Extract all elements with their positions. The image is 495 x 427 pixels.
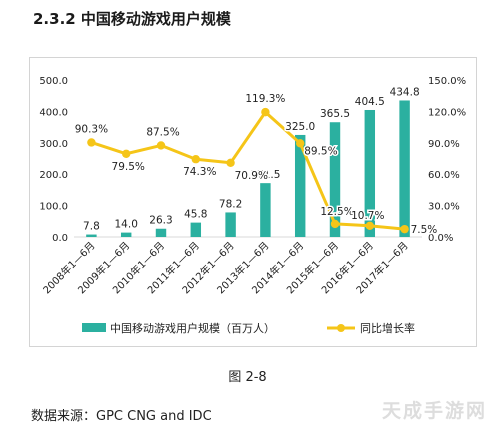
bar-value-label: 26.3 [149, 215, 172, 227]
legend: 中国移动游戏用户规模（百万人） 同比增长率 [82, 321, 415, 335]
growth-rate-label: 10.7% [351, 210, 384, 222]
section-heading: 2.3.2 中国移动游戏用户规模 [33, 10, 231, 28]
user-scale-chart: 0.0 100.0 200.0 300.0 400.0 500.0 0.0% 30.0% 60.… [39, 76, 466, 335]
y-tick-label: 0.0 [52, 233, 68, 244]
y2-tick-label: 0.0% [428, 233, 453, 244]
chart-frame: 0.0 100.0 200.0 300.0 400.0 500.0 0.0% 30.0% 60.… [29, 57, 477, 347]
growth-point [400, 224, 409, 234]
legend-label-line: 同比增长率 [360, 321, 415, 335]
y-tick-label: 400.0 [39, 107, 68, 118]
bar-value-label: 14.0 [115, 219, 138, 231]
growth-point [156, 141, 166, 150]
growth-point [87, 138, 96, 147]
y-tick-label: 500.0 [39, 76, 68, 87]
bar-value-label: 434.8 [390, 86, 420, 98]
bar [260, 183, 271, 237]
growth-rate-label: 119.3% [245, 93, 285, 105]
bar [190, 222, 202, 237]
y2-tick-label: 30.0% [428, 202, 460, 213]
growth-rate-label: 90.3% [75, 123, 108, 135]
bar-value-label: 7.8 [83, 221, 100, 233]
bar [329, 122, 341, 237]
bar [225, 212, 236, 237]
bar-series [86, 100, 410, 237]
growth-rate-label: 70.9% [235, 170, 268, 182]
bar [120, 232, 132, 237]
growth-point [261, 107, 270, 117]
figure-caption: 图 2-8 [228, 370, 267, 385]
growth-point [191, 155, 200, 164]
source-note: 数据来源：GPC CNG and IDC [31, 409, 212, 424]
bar [294, 134, 306, 237]
growth-rate-label: 79.5% [112, 161, 145, 173]
y-tick-label: 300.0 [39, 139, 68, 150]
growth-rate-label: 87.5% [146, 126, 179, 138]
bar-value-label: 365.5 [320, 108, 350, 120]
growth-rate-label: 7.5% [411, 224, 438, 236]
bar-value-label: 325.0 [285, 121, 315, 133]
growth-rate-label: 12.5% [320, 206, 353, 218]
bar [86, 234, 97, 237]
legend-label-bar: 中国移动游戏用户规模（百万人） [110, 321, 275, 335]
bar-value-label: 78.2 [219, 198, 242, 210]
growth-point [296, 139, 305, 148]
bar-value-label: 404.5 [355, 96, 385, 108]
y-tick-label: 100.0 [39, 202, 68, 213]
bar-value-label: 171.5 [250, 169, 280, 181]
bar-value-label: 45.8 [184, 209, 207, 221]
watermark: 天成手游网 [381, 400, 487, 422]
y2-tick-label: 90.0% [428, 139, 460, 150]
y2-tick-label: 120.0% [428, 107, 466, 118]
bar [399, 100, 410, 237]
y2-tick-label: 150.0% [428, 76, 466, 87]
bar [155, 228, 167, 237]
growth-line [90, 110, 405, 231]
growth-point [365, 221, 374, 231]
y2-tick-label: 60.0% [428, 170, 460, 181]
bar [364, 109, 376, 237]
growth-point [122, 149, 131, 158]
growth-rate-label: 74.3% [183, 166, 216, 178]
growth-point [226, 158, 235, 167]
data-labels: 7.8 14.0 26.3 45.8 78.2 171.5 325.0 365.5 404.5 4… [73, 85, 439, 238]
line-series [87, 107, 409, 234]
legend-swatch-point [337, 324, 345, 332]
legend-swatch-bar [82, 323, 106, 332]
growth-rate-label: 89.5% [304, 145, 337, 157]
growth-point [330, 219, 340, 229]
y-tick-label: 200.0 [39, 170, 68, 181]
